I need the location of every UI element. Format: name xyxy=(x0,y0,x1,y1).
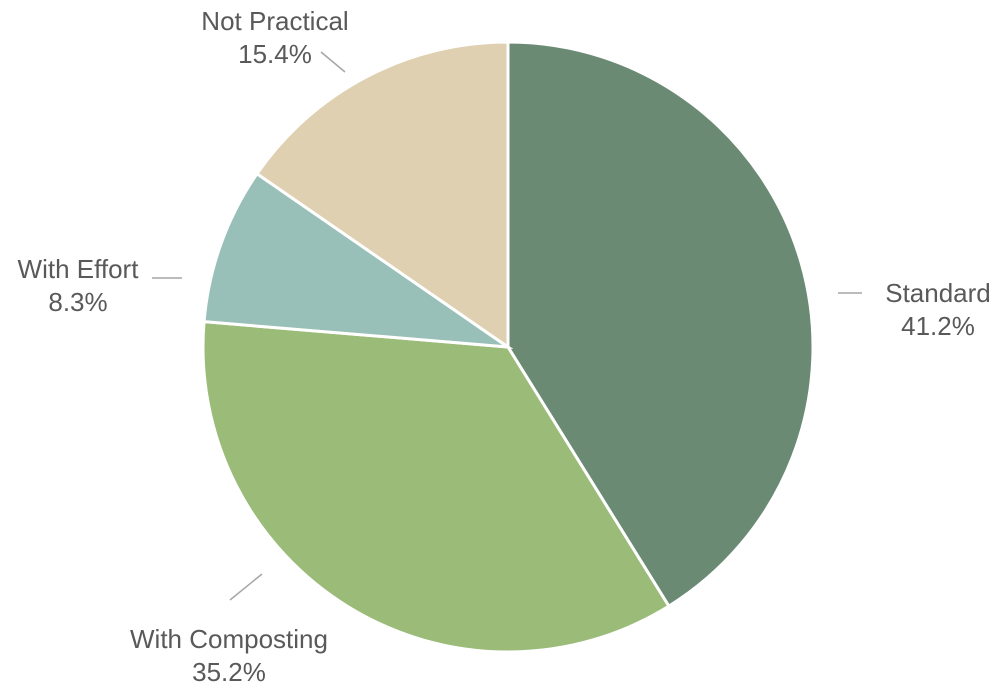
slice-name-label: With Composting xyxy=(130,624,328,654)
pie-slice-with-effort xyxy=(202,171,514,349)
slice-percent-label: 15.4% xyxy=(238,39,312,69)
pie-slice-not-practical xyxy=(254,40,510,350)
slice-name-label: Not Practical xyxy=(201,6,348,36)
pie-slices xyxy=(201,40,815,654)
pie-slice-with-composting xyxy=(201,320,671,654)
slice-percent-label: 8.3% xyxy=(48,287,107,317)
slice-percent-label: 35.2% xyxy=(192,657,266,687)
slice-name-label: With Effort xyxy=(18,254,140,284)
slice-name-label: Standard xyxy=(885,278,991,308)
slice-percent-label: 41.2% xyxy=(901,311,975,341)
leader-lines xyxy=(152,51,862,601)
leader-line-with-composting xyxy=(229,573,263,601)
leader-line-not-practical xyxy=(320,51,346,73)
pie-slice-standard xyxy=(506,40,815,609)
